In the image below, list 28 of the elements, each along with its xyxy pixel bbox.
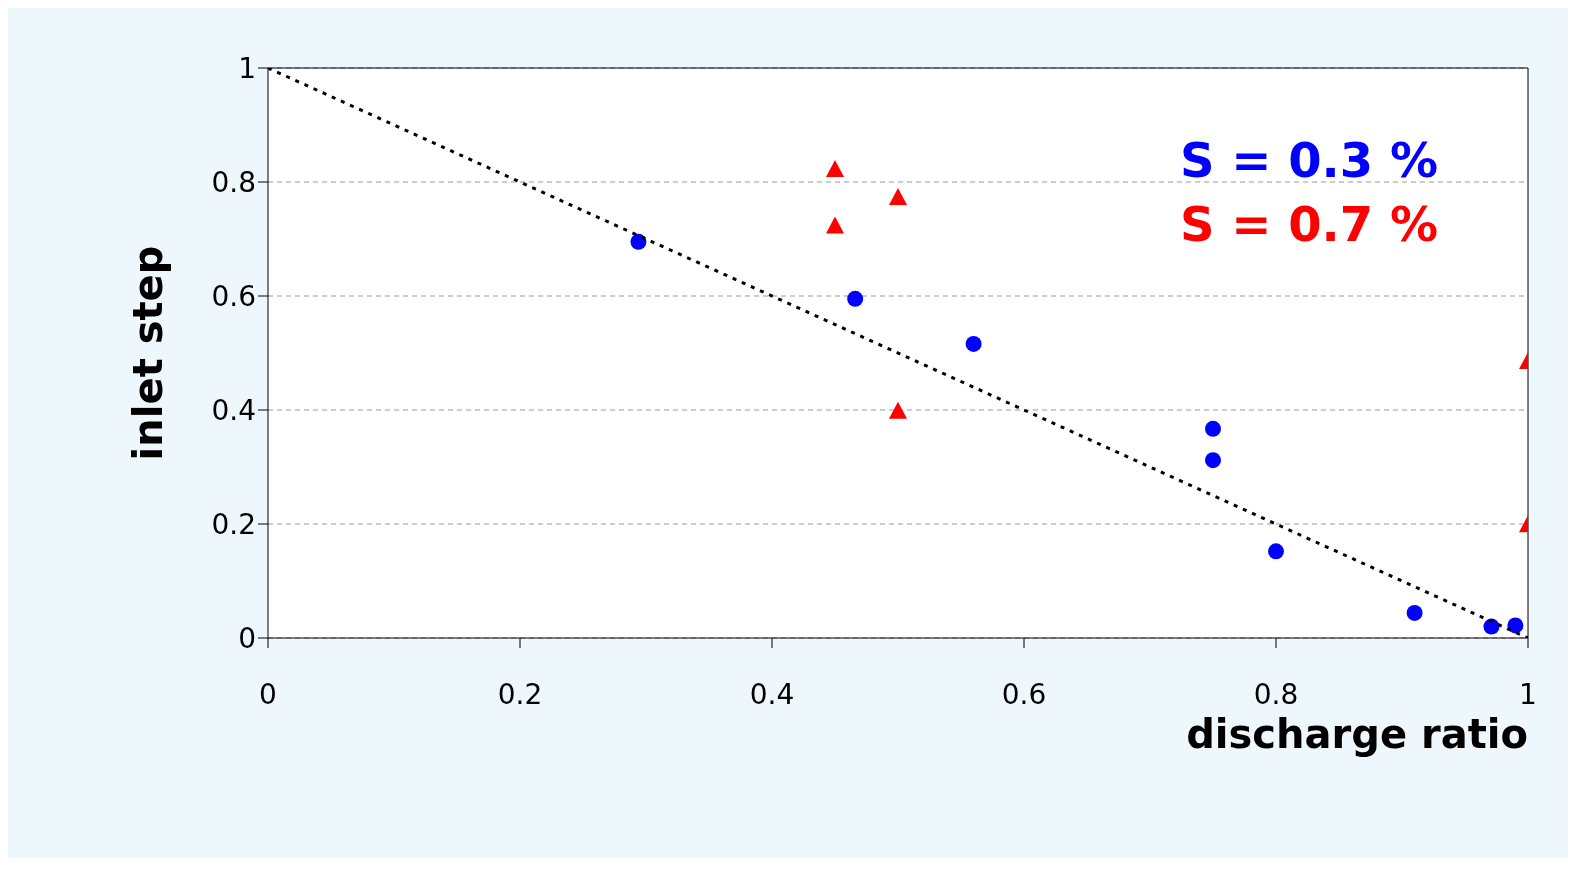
y-axis-title: inlet step [125, 245, 172, 461]
point [1406, 604, 1423, 621]
x-tick-label: 0.4 [749, 677, 795, 711]
y-tick-label: 1 [238, 51, 256, 85]
x-tick-label: 1 [1519, 677, 1537, 711]
x-tick-label: 0.8 [1253, 677, 1299, 711]
point [630, 233, 647, 250]
y-tick-label: 0.2 [211, 507, 256, 541]
x-tick-label: 0.2 [497, 677, 543, 711]
point [889, 187, 907, 205]
point [847, 290, 864, 307]
point [1205, 452, 1221, 469]
point [826, 216, 844, 234]
y-tick-label: 0.4 [211, 393, 256, 427]
y-tick-label: 0 [238, 621, 256, 655]
point [1507, 617, 1524, 634]
point [889, 401, 907, 419]
point [1268, 543, 1284, 560]
point [965, 335, 982, 352]
point [826, 160, 844, 178]
y-tick-label: 0.8 [211, 165, 256, 199]
text: S = 0.3 % [1179, 131, 1438, 190]
y-tick-label: 0.6 [211, 279, 256, 313]
x-tick-label: 0.6 [1001, 677, 1047, 711]
text: S = 0.7 % [1179, 195, 1438, 254]
x-tick-label: 0 [259, 677, 277, 711]
x-axis-title: discharge ratio [1186, 711, 1528, 757]
point [1205, 420, 1221, 437]
